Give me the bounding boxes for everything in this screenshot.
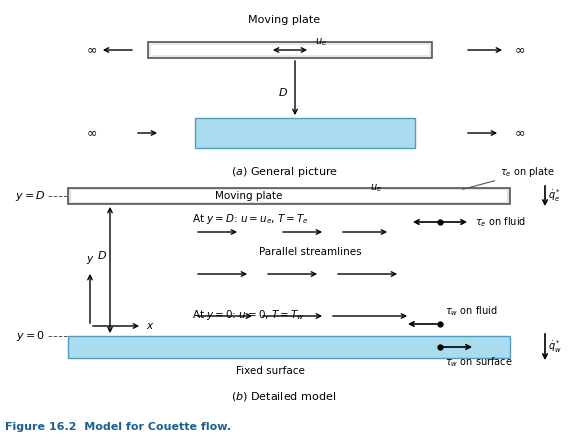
Text: $D$: $D$ [278, 86, 288, 98]
Text: Figure 16.2  Model for Couette flow.: Figure 16.2 Model for Couette flow. [5, 422, 231, 432]
Text: ($a$) General picture: ($a$) General picture [231, 165, 337, 179]
Text: At $y = D$: $u = u_e$, $T = T_e$: At $y = D$: $u = u_e$, $T = T_e$ [191, 212, 308, 226]
Text: $\infty$: $\infty$ [86, 44, 98, 56]
Text: $y$: $y$ [86, 254, 94, 266]
Text: $\tau_w$ on surface: $\tau_w$ on surface [445, 355, 513, 369]
Text: $u_e$: $u_e$ [370, 182, 382, 194]
Bar [148, 42, 432, 58]
Text: $y = D$: $y = D$ [15, 189, 45, 203]
Bar [68, 336, 510, 358]
Text: Moving plate: Moving plate [248, 15, 320, 25]
Text: $\infty$: $\infty$ [515, 127, 525, 139]
Bar [71, 190, 507, 202]
Text: At $y = 0$: $u = 0$, $T = T_w$: At $y = 0$: $u = 0$, $T = T_w$ [192, 308, 304, 322]
Bar [151, 45, 429, 55]
Text: $\dot{q}_e^*$: $\dot{q}_e^*$ [548, 188, 561, 204]
Text: $\tau_w$ on fluid: $\tau_w$ on fluid [445, 304, 498, 318]
Text: Fixed surface: Fixed surface [236, 366, 304, 376]
Bar [195, 118, 415, 148]
Text: $\infty$: $\infty$ [86, 127, 98, 139]
Text: Moving plate: Moving plate [215, 191, 282, 201]
Text: $y = 0$: $y = 0$ [15, 329, 44, 343]
Text: $\infty$: $\infty$ [515, 44, 525, 56]
Bar [68, 188, 510, 204]
Text: $\dot{q}_w^*$: $\dot{q}_w^*$ [548, 339, 562, 355]
Text: $u_e$: $u_e$ [315, 36, 327, 48]
Text: $\tau_e$ on fluid: $\tau_e$ on fluid [475, 215, 526, 229]
Text: $\tau_e$ on plate: $\tau_e$ on plate [463, 165, 555, 189]
Text: ($b$) Detailed model: ($b$) Detailed model [231, 390, 337, 403]
Text: $x$: $x$ [146, 321, 154, 331]
Text: $D$: $D$ [97, 249, 107, 261]
Text: Parallel streamlines: Parallel streamlines [258, 247, 361, 257]
